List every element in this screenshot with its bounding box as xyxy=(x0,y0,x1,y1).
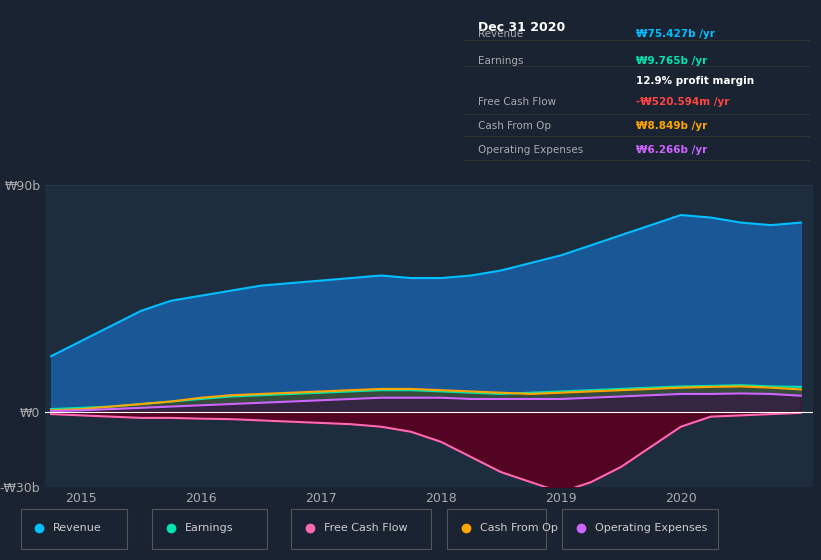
Text: ₩75.427b /yr: ₩75.427b /yr xyxy=(636,29,715,39)
Text: -₩520.594m /yr: -₩520.594m /yr xyxy=(636,97,730,107)
Text: Revenue: Revenue xyxy=(53,523,102,533)
Text: Free Cash Flow: Free Cash Flow xyxy=(324,523,408,533)
Text: Cash From Op: Cash From Op xyxy=(478,121,551,131)
Text: Dec 31 2020: Dec 31 2020 xyxy=(478,21,565,35)
Text: ₩6.266b /yr: ₩6.266b /yr xyxy=(636,144,708,155)
Text: Earnings: Earnings xyxy=(185,523,233,533)
Text: Free Cash Flow: Free Cash Flow xyxy=(478,97,556,107)
Text: Operating Expenses: Operating Expenses xyxy=(595,523,708,533)
Text: ₩8.849b /yr: ₩8.849b /yr xyxy=(636,121,708,131)
Text: Earnings: Earnings xyxy=(478,56,523,66)
Text: Operating Expenses: Operating Expenses xyxy=(478,144,583,155)
Text: ₩9.765b /yr: ₩9.765b /yr xyxy=(636,56,708,66)
Text: 12.9% profit margin: 12.9% profit margin xyxy=(636,76,754,86)
Text: Revenue: Revenue xyxy=(478,29,523,39)
Text: Cash From Op: Cash From Op xyxy=(480,523,558,533)
